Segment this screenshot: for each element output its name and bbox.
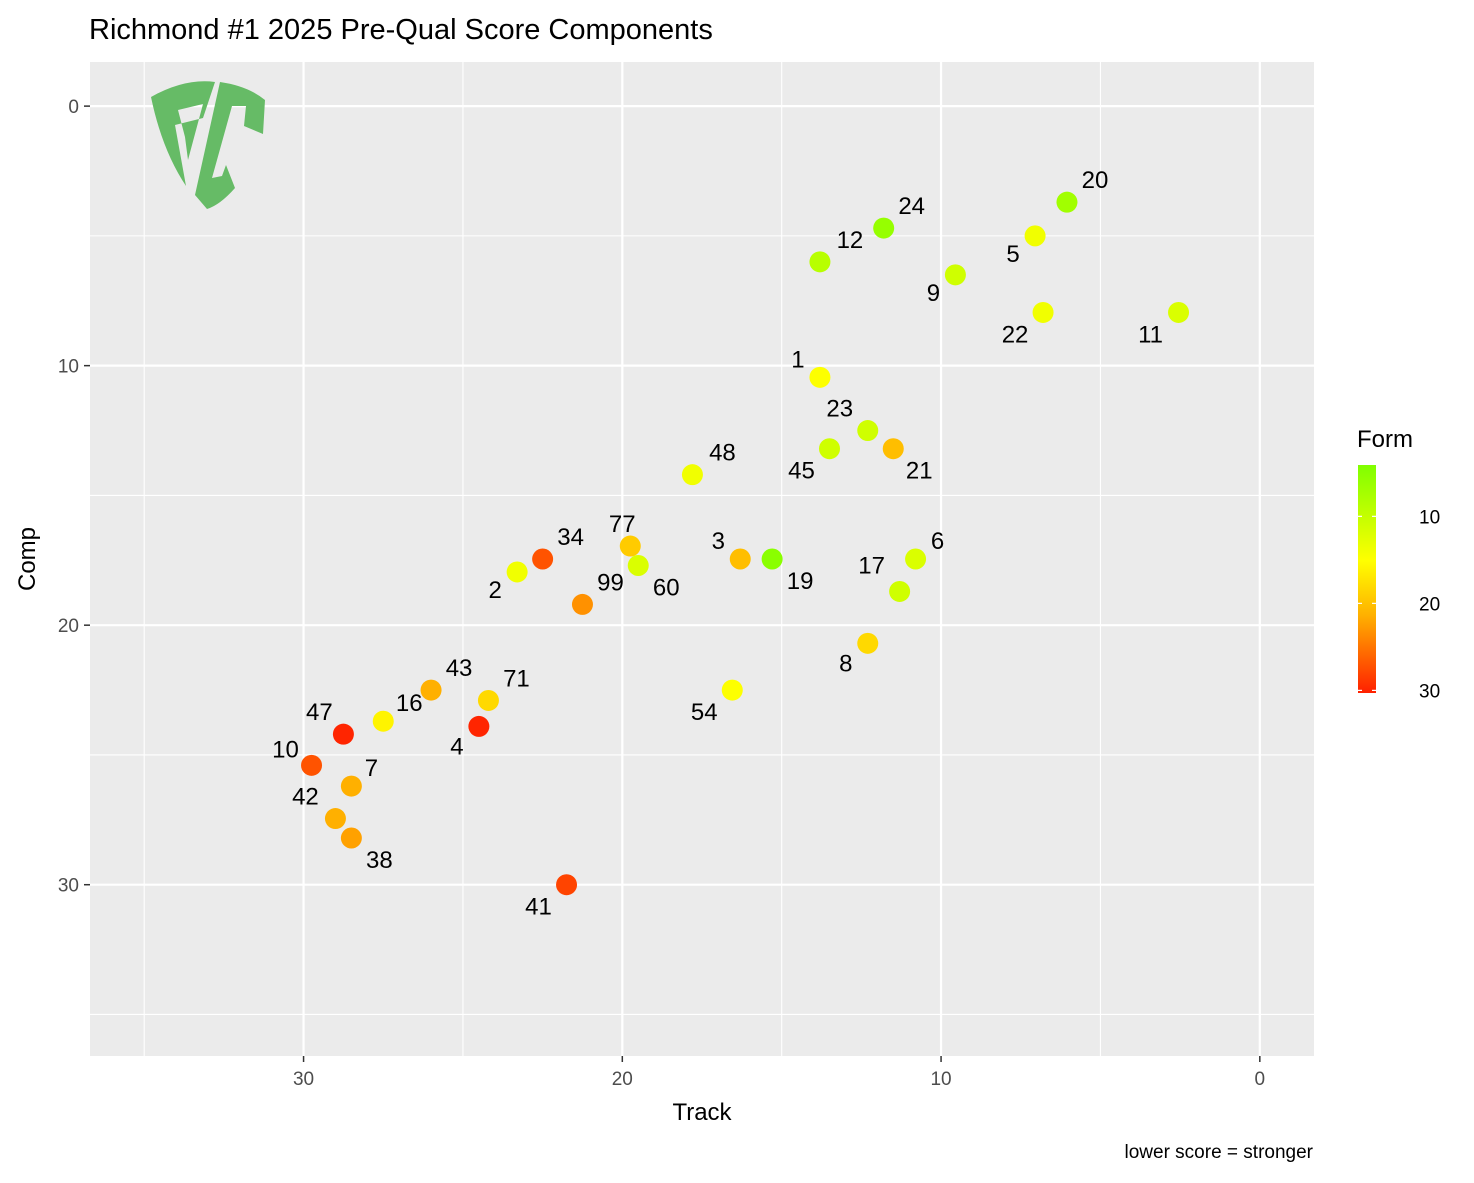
data-label: 12	[837, 227, 864, 254]
data-point	[477, 689, 499, 711]
data-point	[627, 554, 649, 576]
x-axis-title: Track	[672, 1099, 732, 1126]
data-label: 21	[906, 458, 933, 485]
data-point	[809, 251, 831, 273]
data-label: 16	[396, 690, 423, 717]
data-point	[761, 548, 783, 570]
y-axis-title: Comp	[14, 527, 41, 591]
logo	[151, 81, 265, 209]
data-point	[873, 217, 895, 239]
data-point	[905, 548, 927, 570]
data-label: 47	[306, 699, 333, 726]
data-point	[1024, 225, 1046, 247]
data-label: 43	[446, 655, 473, 682]
data-point	[332, 723, 354, 745]
plot-panel	[90, 62, 1314, 1056]
x-tick-label: 20	[612, 1069, 633, 1090]
legend-tick-label: 30	[1419, 681, 1440, 702]
caption: lower score = stronger	[1125, 1142, 1314, 1163]
data-label: 20	[1082, 167, 1109, 194]
data-label: 17	[858, 552, 885, 579]
data-label: 3	[712, 528, 725, 555]
data-point	[721, 679, 743, 701]
data-label: 99	[597, 569, 624, 596]
data-label: 41	[525, 894, 552, 921]
data-point	[301, 754, 323, 776]
data-label: 22	[1002, 321, 1029, 348]
x-tick-label: 0	[1255, 1069, 1266, 1090]
data-point	[1168, 301, 1190, 323]
data-label: 23	[826, 396, 853, 423]
data-point	[889, 580, 911, 602]
data-label: 4	[450, 733, 463, 760]
data-point	[882, 438, 904, 460]
data-point	[506, 561, 528, 583]
data-point	[420, 679, 442, 701]
data-label: 1	[791, 346, 804, 373]
data-label: 11	[1138, 321, 1163, 348]
data-label: 19	[787, 568, 814, 595]
data-point	[819, 438, 840, 460]
axes: 30 20 10 0 0 10 20 30	[58, 97, 1265, 1090]
y-tick-label: 30	[58, 876, 79, 897]
legend-title: Form	[1357, 426, 1413, 453]
data-point	[556, 874, 578, 896]
data-point	[372, 710, 394, 732]
data-label: 5	[1006, 241, 1019, 268]
data-label: 60	[653, 574, 680, 601]
gridlines	[90, 62, 1314, 1056]
data-point	[857, 420, 879, 442]
legend-tick-label: 20	[1419, 594, 1440, 615]
data-label: 7	[365, 755, 378, 782]
x-tick-label: 10	[930, 1069, 951, 1090]
y-tick-label: 10	[58, 357, 79, 378]
data-label: 34	[557, 524, 584, 551]
legend-tick-label: 10	[1419, 507, 1440, 528]
data-point	[681, 464, 703, 486]
data-point	[809, 366, 831, 388]
data-point	[729, 548, 751, 570]
data-point	[857, 632, 879, 654]
data-point	[340, 827, 362, 849]
data-label: 6	[931, 528, 944, 555]
chart-title: Richmond #1 2025 Pre-Qual Score Componen…	[89, 14, 713, 46]
data-label: 38	[366, 847, 393, 874]
data-point	[532, 548, 554, 570]
data-label: 45	[788, 458, 815, 485]
data-label: 54	[691, 699, 718, 726]
data-point	[944, 264, 966, 286]
y-tick-label: 20	[58, 616, 79, 637]
data-label: 42	[292, 784, 319, 811]
data-label: 2	[488, 577, 501, 604]
data-point	[468, 715, 490, 737]
data-label: 48	[709, 440, 736, 467]
y-tick-label: 0	[68, 97, 79, 118]
data-point	[324, 808, 346, 830]
data-label: 8	[839, 650, 852, 677]
data-point	[1032, 301, 1054, 323]
data-point	[571, 593, 593, 615]
data-label: 10	[272, 736, 299, 763]
data-label: 9	[927, 280, 940, 307]
x-tick-label: 30	[293, 1069, 314, 1090]
data-point	[1056, 191, 1078, 213]
legend-ticks: 10 20 30	[1358, 507, 1440, 702]
data-point	[619, 535, 641, 557]
data-label: 24	[898, 193, 925, 220]
data-label: 71	[503, 665, 530, 692]
data-point	[340, 775, 362, 797]
legend-colorbar	[1358, 465, 1376, 693]
data-label: 77	[609, 511, 636, 538]
